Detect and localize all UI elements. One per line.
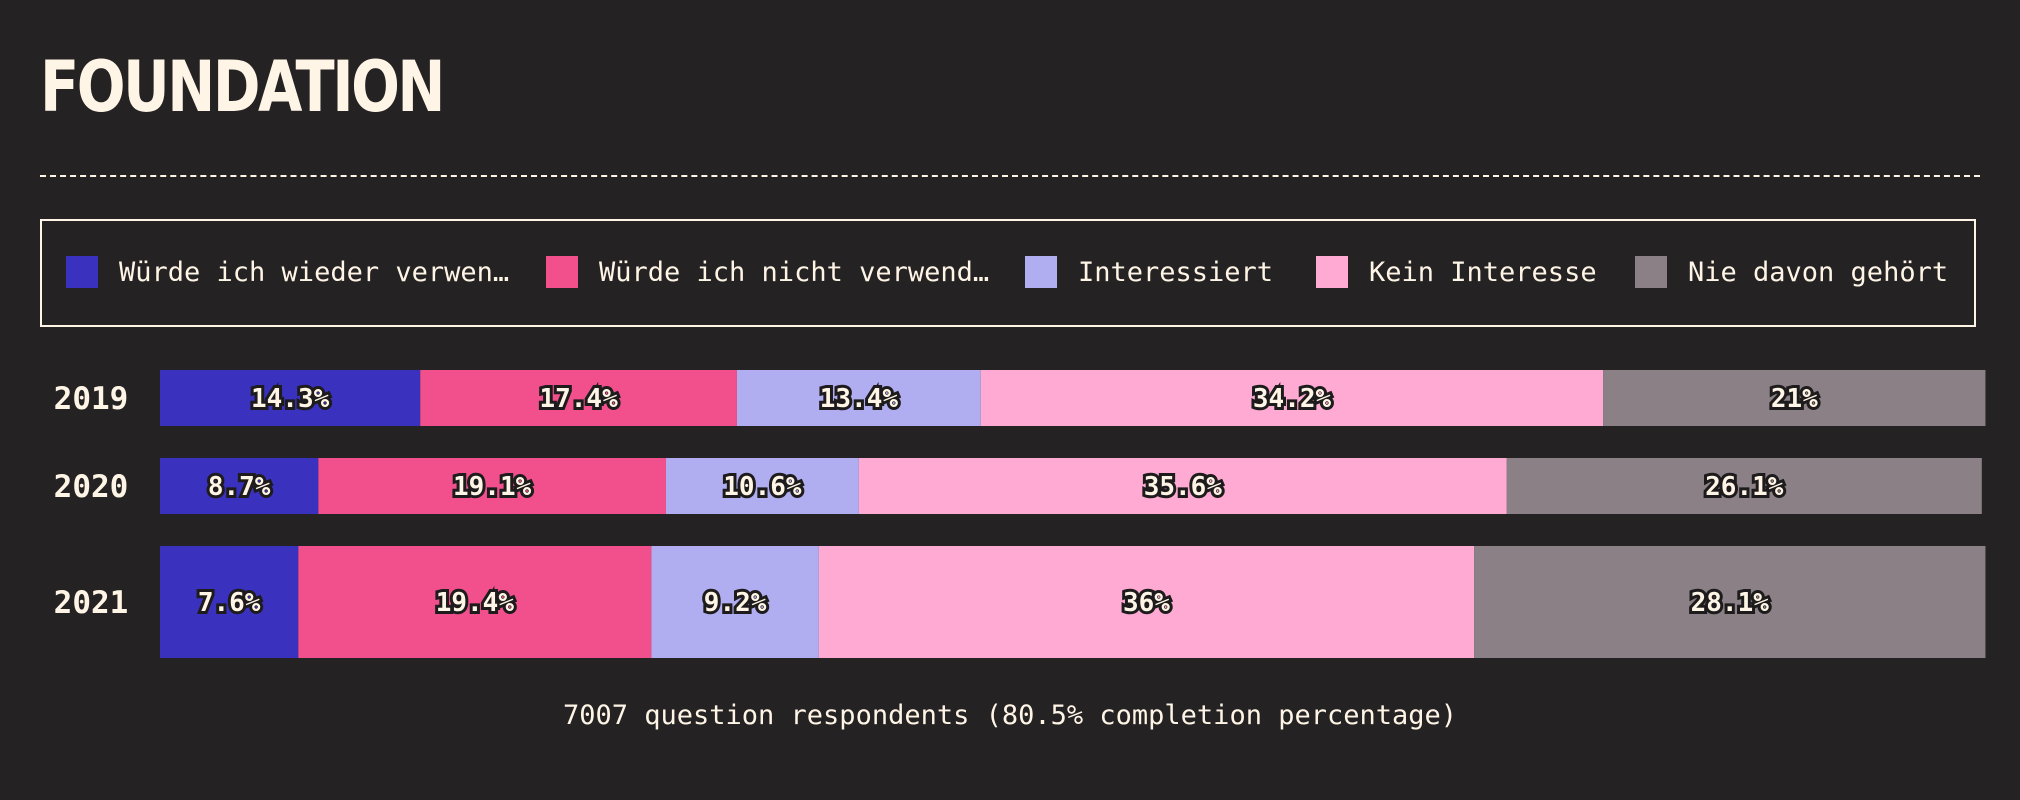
legend-label: Interessiert bbox=[1078, 256, 1274, 288]
data-label-2020-0: 8.7% bbox=[208, 472, 271, 502]
bar-segment-2019-2[interactable] bbox=[736, 370, 981, 426]
bar-segment-2019-0[interactable] bbox=[160, 370, 421, 426]
data-label-2019-2: 13.4% bbox=[820, 384, 899, 414]
bar-segment-2019-3[interactable] bbox=[980, 370, 1604, 426]
data-label-2020-2: 10.6% bbox=[723, 472, 802, 502]
legend: Würde ich wieder verwen… Würde ich nicht… bbox=[40, 219, 1976, 327]
bar-segment-2020-0[interactable] bbox=[160, 458, 319, 514]
bar-segment-2021-2[interactable] bbox=[651, 546, 819, 658]
data-label-2021-3: 36% bbox=[1123, 588, 1170, 618]
bar-segment-2021-3[interactable] bbox=[818, 546, 1475, 658]
legend-swatch bbox=[1316, 256, 1348, 288]
data-label-2021-2: 9.2% bbox=[704, 588, 767, 618]
data-label-2021-4: 28.1% bbox=[1691, 588, 1770, 618]
legend-label: Nie davon gehört bbox=[1688, 256, 1949, 288]
legend-item-nie-davon-gehoert[interactable]: Nie davon gehört bbox=[1635, 255, 1948, 289]
bar-segment-2019-4[interactable] bbox=[1603, 370, 1986, 426]
bar-segment-2020-4[interactable] bbox=[1506, 458, 1982, 514]
bar-segment-2021-0[interactable] bbox=[160, 546, 299, 658]
bar-segment-2021-4[interactable] bbox=[1474, 546, 1986, 658]
data-label-2021-0: 7.6% bbox=[198, 588, 261, 618]
legend-swatch bbox=[1025, 256, 1057, 288]
category-label-2019: 2019 bbox=[54, 381, 129, 417]
data-label-2019-4: 21% bbox=[1771, 384, 1818, 414]
legend-label: Kein Interesse bbox=[1369, 256, 1597, 288]
legend-label: Würde ich nicht verwend… bbox=[599, 256, 990, 288]
data-label-2019-0: 14.3% bbox=[251, 384, 330, 414]
chart-title: FOUNDATION bbox=[40, 46, 445, 128]
data-label-2019-1: 17.4% bbox=[539, 384, 618, 414]
bar-segment-2020-3[interactable] bbox=[858, 458, 1507, 514]
data-label-2019-3: 34.2% bbox=[1253, 384, 1332, 414]
legend-item-kein-interesse[interactable]: Kein Interesse bbox=[1316, 255, 1597, 289]
legend-label: Würde ich wieder verwen… bbox=[119, 256, 510, 288]
data-label-2021-1: 19.4% bbox=[436, 588, 515, 618]
category-label-2021: 2021 bbox=[54, 585, 129, 621]
legend-swatch bbox=[1635, 256, 1667, 288]
legend-item-interessiert[interactable]: Interessiert bbox=[1025, 255, 1273, 289]
data-label-2020-4: 26.1% bbox=[1705, 472, 1784, 502]
bar-segment-2020-2[interactable] bbox=[665, 458, 859, 514]
category-label-2020: 2020 bbox=[54, 469, 129, 505]
bar-segment-2019-1[interactable] bbox=[420, 370, 737, 426]
divider bbox=[40, 175, 1980, 177]
respondents-note: 7007 question respondents (80.5% complet… bbox=[562, 700, 1458, 731]
bar-segment-2021-1[interactable] bbox=[298, 546, 652, 658]
legend-item-nicht-verwenden[interactable]: Würde ich nicht verwend… bbox=[546, 255, 989, 289]
legend-item-wieder-verwenden[interactable]: Würde ich wieder verwen… bbox=[66, 255, 509, 289]
data-label-2020-1: 19.1% bbox=[453, 472, 532, 502]
legend-swatch bbox=[546, 256, 578, 288]
bar-segment-2020-1[interactable] bbox=[318, 458, 666, 514]
data-label-2020-3: 35.6% bbox=[1144, 472, 1223, 502]
legend-swatch bbox=[66, 256, 98, 288]
